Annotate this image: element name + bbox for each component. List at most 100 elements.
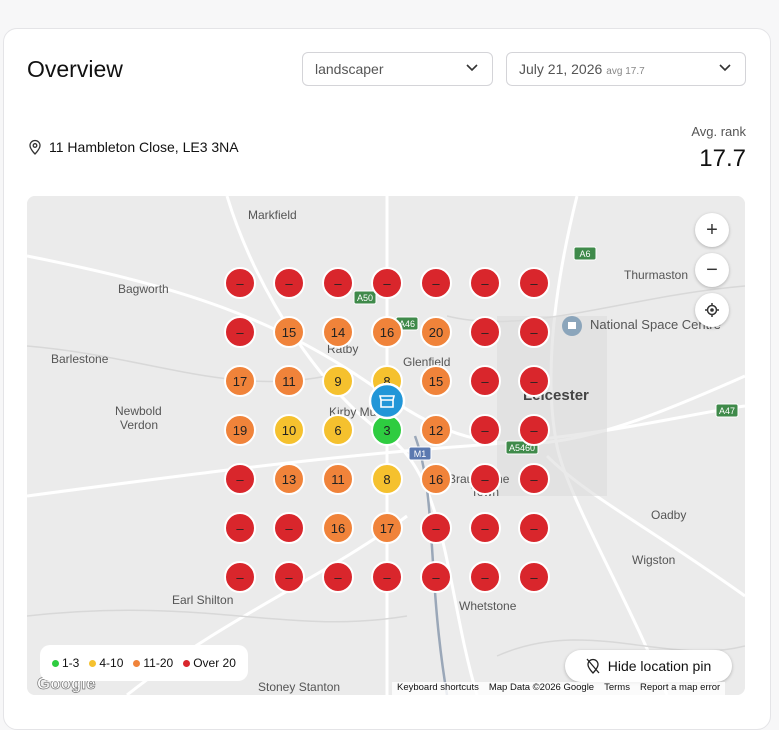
place-label: Verdon [120,418,158,432]
date-dropdown[interactable]: July 21, 2026 avg 17.7 [506,52,746,86]
rank-pin [273,414,305,446]
place-label: Earl Shilton [172,593,233,607]
footer-link[interactable]: Keyboard shortcuts [397,682,479,693]
chevron [719,64,731,72]
rank-label: – [432,521,440,536]
rank-pin [224,463,256,495]
rank-pin [322,512,354,544]
hide-pin-label: Hide location pin [607,658,712,674]
rank-pin [224,414,256,446]
footer-link[interactable]: Report a map error [639,682,721,693]
rank-label: – [432,276,440,291]
rank-label: 17 [233,374,247,389]
locate[interactable] [695,293,729,327]
rank-label: – [285,570,293,585]
pin-icon [29,139,41,155]
rank-pin [469,414,501,446]
place-label: Markfield [248,208,297,222]
road-badge [573,246,597,261]
footer-link[interactable]: Map Data ©2026 Google [488,682,595,693]
place-label: Whetstone [459,599,517,613]
place-label: Newbold [115,404,162,418]
address-row: 11 Hambleton Close, LE3 3NA [27,139,239,155]
poi-icon [562,316,582,336]
keyword-dropdown[interactable]: landscaper [302,52,493,86]
rank-pin [224,316,256,348]
rank-label: 10 [282,423,296,438]
rank-label: – [334,570,342,585]
rank-pin [224,267,256,299]
rank-pin [518,365,550,397]
rank-label: – [236,521,244,536]
rank-label: – [530,472,538,487]
rank-pin [273,316,305,348]
legend-label: 11-20 [143,656,174,670]
rank-label: – [285,521,293,536]
rank-pin [420,267,452,299]
road-label: M1 [414,449,427,459]
rank-label: 16 [380,325,394,340]
rank-pin [469,463,501,495]
rank-pin [469,316,501,348]
rank-label: 12 [429,423,443,438]
rank-pin [371,316,403,348]
zoom-out[interactable]: − [695,253,729,287]
road-label: A6 [579,249,590,259]
rank-pin [224,512,256,544]
page: Overview landscaper July 21, 2026 avg 17.… [3,28,771,730]
road-label: A5460 [509,443,535,453]
avg-rank: 17.7 [699,145,746,172]
rank-label: – [481,374,489,389]
rank-pin [518,267,550,299]
rank-label: – [285,276,293,291]
rank-label: 13 [282,472,296,487]
rank-pin [469,365,501,397]
rank-pin [322,267,354,299]
rank-label: 16 [429,472,443,487]
road-label: A50 [357,293,373,303]
rank-pin [224,365,256,397]
place-label: Bagworth [118,282,169,296]
pin-off-icon [586,658,600,674]
rank-label: – [481,325,489,340]
rank-label: – [481,570,489,585]
place-label: Thurmaston [624,268,688,282]
place-label: National Space Centre [590,317,721,332]
map[interactable]: Markfield Bagworth Barlestone Newbold Ve… [27,196,745,695]
zoom-in[interactable]: + [695,213,729,247]
rank-label: 16 [331,521,345,536]
rank-pin [420,414,452,446]
rank-label: 15 [429,374,443,389]
rank-pin [420,512,452,544]
legend: 1-3 4-10 11-20 Over 20 [40,645,248,681]
road-label: A47 [719,406,735,416]
rank-label: 9 [334,374,341,389]
rank-label: – [530,423,538,438]
hide-pin-button[interactable]: Hide location pin [565,650,732,682]
road-badge [353,290,377,305]
business-pin[interactable] [368,382,406,420]
place-label: Wigston [632,553,675,567]
map-footer: Keyboard shortcuts Map Data ©2026 Google T… [392,682,726,695]
rank-label: 11 [331,472,345,487]
legend-swatch [89,660,97,667]
rank-pin [371,512,403,544]
rank-pin [518,512,550,544]
rank-pin [273,463,305,495]
legend-item: Over 20 [183,656,236,670]
rank-pin [469,267,501,299]
rank-pin [371,561,403,593]
footer-link[interactable]: Terms [604,682,630,693]
legend-item: 4-10 [89,656,123,670]
rank-pin [420,316,452,348]
rank-label: – [334,276,342,291]
rank-label: – [236,276,244,291]
rank-label: 20 [429,325,443,340]
rank-label: – [481,276,489,291]
legend-item: 11-20 [133,656,173,670]
rank-label: – [432,570,440,585]
map-canvas: Markfield Bagworth Barlestone Newbold Ve… [27,196,745,695]
address: 11 Hambleton Close, LE3 3NA [49,139,239,155]
avg-rank-label: Avg. rank [691,124,746,139]
rank-pin [224,561,256,593]
